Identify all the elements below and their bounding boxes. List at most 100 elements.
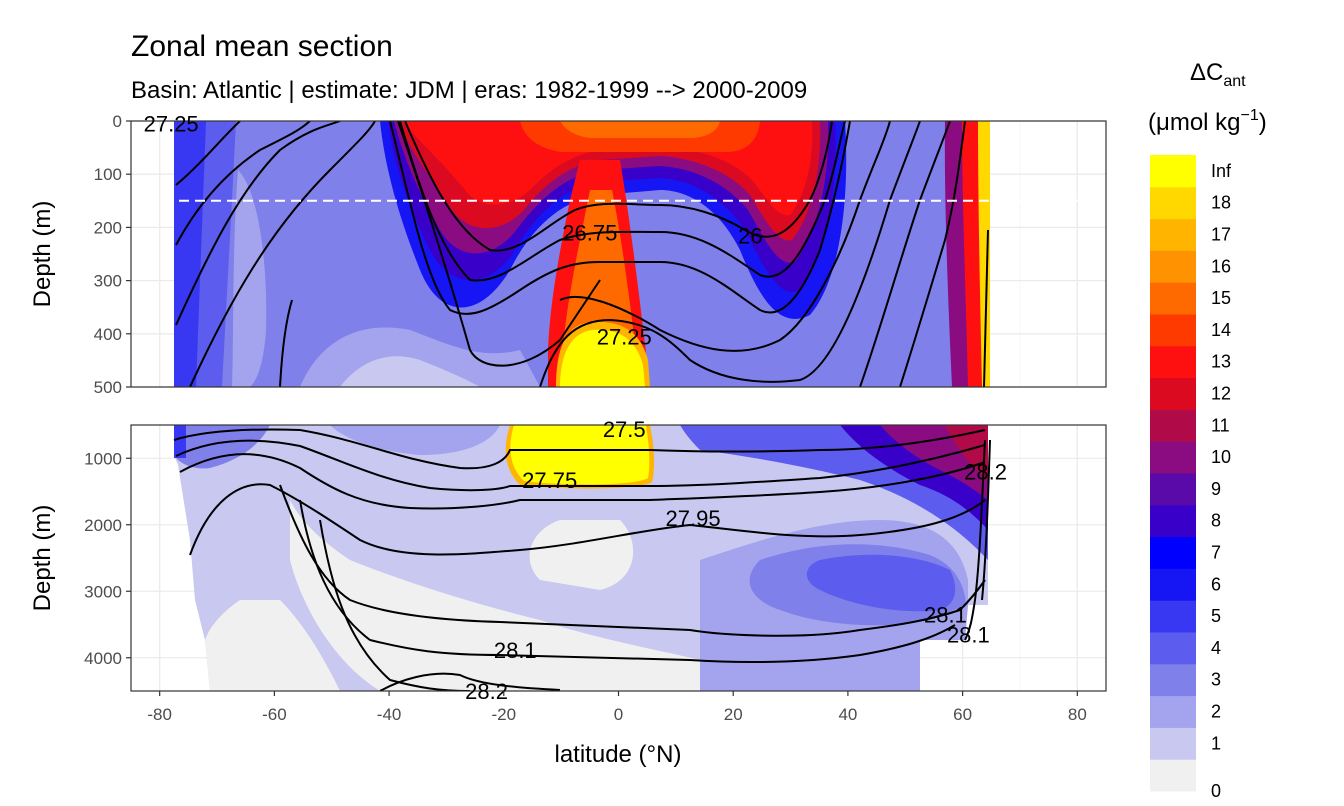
lower-equatorial-core-inf [510,425,650,485]
lower-isopycnals [173,428,991,691]
upper-surface-band-15 [560,121,720,138]
contour-label: 27.95 [666,506,721,531]
legend-label: 1 [1211,733,1221,753]
lower-panel: 1000 2000 3000 4000 [84,424,1107,692]
legend-swatch [1150,695,1196,728]
x-tick-label: -20 [492,705,517,724]
x-tick-label: 40 [838,705,857,724]
upper-y-tick-label: 500 [94,378,122,397]
x-tick-label: 0 [614,705,623,724]
contour-label: 27.75 [522,468,577,493]
lower-north-upper-band-11 [945,425,988,480]
chart-subtitle: Basin: Atlantic | estimate: JDM | eras: … [131,77,807,104]
isopycnal-lower-6 [299,499,956,664]
isopycnal-upper-9 [559,121,891,352]
legend: ΔCant (μmol kg−1) 0123456789101112131415… [1148,59,1267,801]
isopycnal-upper-6 [399,121,846,282]
isopycnal-upper-13 [983,229,989,387]
legend-label: 4 [1211,638,1221,658]
legend-swatch [1150,632,1196,665]
legend-label: Inf [1211,161,1232,181]
lower-y-tick-label: 1000 [84,449,122,468]
contour-label: 26.75 [562,221,617,246]
legend-title: ΔCant [1190,59,1246,90]
isopycnal-upper-2 [175,121,311,246]
legend-swatch [1150,441,1196,474]
legend-unit: (μmol kg−1) [1148,107,1267,136]
legend-label: 8 [1211,511,1221,531]
upper-southern-low-patch [232,170,267,387]
lower-abyssal-low [290,500,700,691]
isopycnal-upper-8 [397,121,601,367]
lower-southern-upper-band-3 [174,425,270,469]
isopycnal-upper-3 [175,121,341,326]
legend-swatch [1150,600,1196,633]
legend-label: 16 [1211,256,1231,276]
upper-y-tick-label: 400 [94,325,122,344]
isopycnal-lower-4 [189,483,986,556]
isopycnal-lower-1 [173,428,986,470]
legend-swatch [1150,250,1196,283]
legend-swatch [1150,282,1196,315]
contour-label: 27.5 [603,417,646,442]
chart-title: Zonal mean section [131,30,393,63]
x-axis: -80 -60 -40 -20 0 20 40 60 80 [147,691,1087,724]
legend-title-main: ΔC [1190,59,1223,86]
legend-swatch [1150,377,1196,410]
upper-y-tick-label: 100 [94,165,122,184]
upper-midlat-band-1 [340,356,480,387]
upper-y-tick-label: 300 [94,272,122,291]
upper-y-tick-label: 200 [94,218,122,237]
isopycnal-lower-10 [981,439,991,601]
isopycnal-upper-5 [389,121,851,315]
contour-label: 28.1 [947,622,990,647]
isopycnal-lower-9 [964,439,986,641]
contour-label: 28.1 [924,603,967,628]
upper-panel: 0 100 200 300 400 500 [94,112,1107,397]
x-tick-label: -60 [262,705,287,724]
isopycnal-lower-3 [179,453,986,510]
legend-label: 14 [1211,320,1231,340]
legend-label: 11 [1211,415,1230,435]
isopycnal-lower-7 [319,519,471,691]
contour-label: 27.25 [144,112,199,137]
isopycnal-lower-2 [175,439,986,492]
contour-label: 28.2 [964,460,1007,485]
upper-equatorial-core-inf [560,329,645,387]
legend-swatch [1150,155,1196,188]
legend-swatch [1150,759,1196,792]
upper-isopycnals [175,121,989,387]
isopycnal-lower-5 [279,484,986,637]
legend-label: 0 [1211,781,1221,801]
legend-label: 12 [1211,384,1231,404]
upper-panel-border [130,120,1107,388]
x-tick-label: 60 [953,705,972,724]
lower-southern-low [205,600,340,691]
isopycnal-upper-4 [189,121,376,387]
legend-swatch [1150,473,1196,506]
x-tick-label: 20 [724,705,743,724]
lower-y-tick-label: 2000 [84,516,122,535]
lower-fill-layers [174,425,988,691]
contour-label: 28.1 [494,638,537,663]
contour-label: 26 [738,223,762,248]
x-axis-title: latitude (°N) [555,741,682,768]
legend-swatch [1150,314,1196,347]
x-tick-label: 80 [1068,705,1087,724]
legend-swatch [1150,663,1196,697]
legend-label: 9 [1211,479,1221,499]
legend-swatch [1150,218,1196,251]
lower-north-band-4 [806,554,956,612]
isopycnal-upper-14 [279,299,293,387]
legend-label: 3 [1211,670,1221,690]
upper-north-band-18 [978,121,990,387]
legend-swatch [1150,345,1196,379]
legend-swatch [1150,727,1196,760]
upper-y-axis: 0 100 200 300 400 500 [94,112,131,397]
x-tick-label: -40 [377,705,402,724]
legend-swatch [1150,409,1196,442]
lower-y-axis: 1000 2000 3000 4000 [84,449,131,668]
contour-label-layer: 27.25 26.75 26 27.25 27.5 27.75 27.95 28.1 28.2 2… [144,112,1007,704]
